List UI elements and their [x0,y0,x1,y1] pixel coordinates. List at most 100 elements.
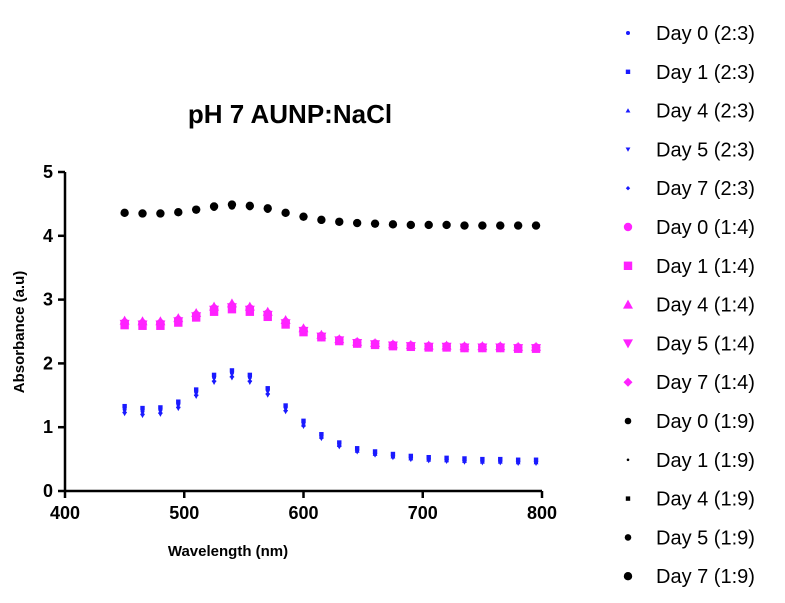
data-point [444,455,449,461]
data-point [531,221,541,230]
data-point [533,460,539,466]
data-point [334,335,344,345]
data-point [283,408,288,413]
data-point [211,379,217,384]
data-point [281,208,290,218]
data-point [513,342,523,352]
x-tick-label: 500 [169,503,199,523]
data-point [495,342,505,352]
data-point [372,452,378,457]
data-point [513,221,523,230]
data-point [245,201,255,211]
y-tick-label: 4 [43,226,53,246]
data-point [301,418,306,424]
data-point [283,403,288,408]
data-point [158,405,163,410]
data-point [477,342,487,352]
data-point [531,342,541,352]
data-point [191,205,201,214]
data-point [390,454,396,460]
data-point [122,403,127,409]
data-point [337,440,342,445]
legend-marker [626,458,630,462]
data-point [120,208,129,218]
legend-entry: Day 1 (1:4) [656,256,755,278]
data-point [460,221,469,230]
data-point [229,368,235,373]
data-point [424,220,433,230]
data-point [515,460,521,466]
data-point [265,391,270,397]
data-point [265,386,270,391]
data-point [247,372,253,378]
legend-entry: Day 4 (1:9) [656,489,755,511]
axis-ticks: 400 500 600 700 800 0 1 2 3 4 5 [43,162,557,523]
data-point [301,423,306,429]
data-point [442,220,451,230]
data-point [122,410,127,415]
data-point [211,372,217,378]
y-tick-label: 0 [43,481,53,501]
data-points [119,200,542,466]
data-point [174,207,183,217]
data-point [316,331,326,341]
data-point [193,393,199,398]
y-tick-label: 1 [43,417,53,437]
legend-entry: Day 7 (1:9) [656,566,755,588]
data-point [263,309,273,319]
x-tick-label: 600 [288,503,318,523]
data-point [408,453,414,459]
data-point [209,304,219,314]
legend-marker [624,534,632,541]
x-tick-label: 400 [50,503,80,523]
data-point [388,220,398,229]
data-point [462,459,467,464]
data-point [424,341,434,351]
data-point [498,460,503,465]
data-point [319,432,324,437]
y-tick-label: 2 [43,353,53,373]
data-point [442,341,452,351]
legend-entry: Day 1 (1:9) [656,450,755,472]
data-point [496,221,505,230]
data-point [335,217,344,226]
data-point [459,342,469,352]
data-point [263,204,272,213]
data-point [478,221,487,230]
chart-title: pH 7 AUNP:NaCl [188,99,392,129]
data-point [370,339,380,349]
data-point [426,454,431,460]
legend-marker [623,299,633,309]
data-point [193,387,199,392]
data-point [480,460,485,465]
data-point [352,337,362,347]
data-point [406,341,416,351]
legend: Day 0 (2:3) Day 1 (2:3) Day 4 (2:3) Day 5 (… [623,23,755,588]
data-point [444,458,449,464]
data-point [533,457,539,462]
legend-entry: Day 4 (1:4) [656,295,755,317]
legend-marker [625,186,631,191]
legend-marker [623,222,633,232]
legend-entry: Day 7 (2:3) [656,178,755,200]
data-point [227,302,237,312]
legend-marker [623,572,633,581]
data-point [319,435,324,441]
x-axis-label: Wavelength (nm) [168,543,288,560]
legend-entry: Day 0 (1:4) [656,217,755,239]
legend-marker [625,147,631,152]
data-point [281,318,291,328]
legend-entry: Day 4 (2:3) [656,101,755,123]
data-point [352,218,362,228]
data-point [227,200,237,209]
data-point [120,318,130,328]
data-point [426,458,431,463]
data-point [299,325,308,335]
data-point [354,449,360,454]
legend-entry: Day 5 (1:9) [656,527,755,549]
data-point [158,410,163,416]
data-point [317,215,326,225]
x-tick-label: 700 [408,503,438,523]
legend-entry: Day 0 (2:3) [656,23,755,45]
